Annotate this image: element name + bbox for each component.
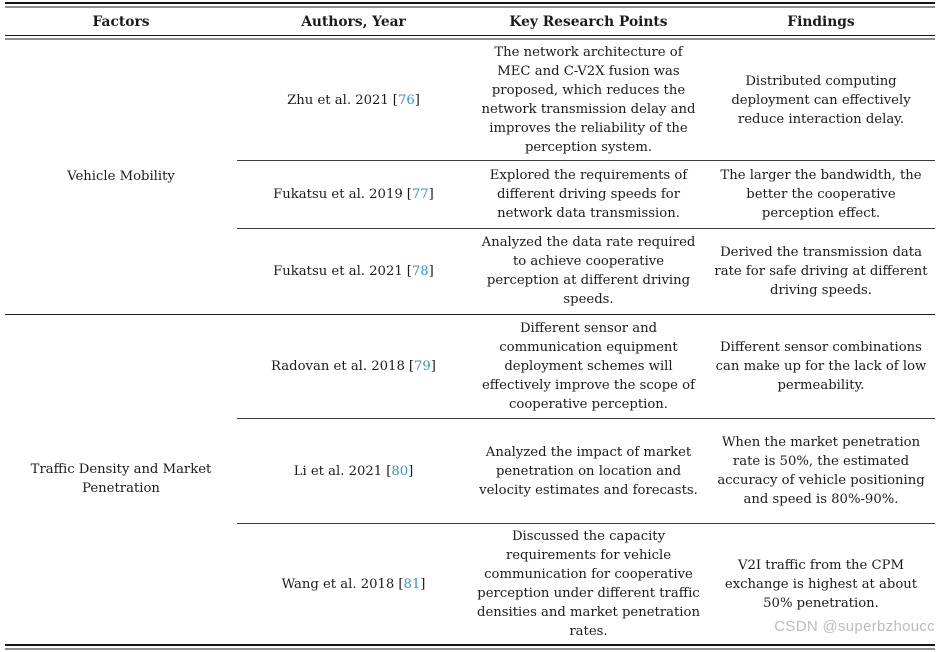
citation-bracket-open: [ bbox=[398, 576, 404, 592]
column-header-authors-year: Authors, Year bbox=[301, 13, 406, 30]
author-text: Radovan et al. 2018 bbox=[271, 358, 405, 374]
key-research-points-cell: Analyzed the data rate required to achie… bbox=[470, 228, 707, 314]
findings-cell: When the market penetration rate is 50%,… bbox=[707, 418, 935, 524]
section-divider-rule bbox=[5, 313, 935, 315]
citation-bracket-close: ] bbox=[430, 358, 436, 374]
header-bottom-rule bbox=[5, 35, 935, 40]
column-header-key-research-points: Key Research Points bbox=[509, 13, 668, 30]
findings-cell: Different sensor combinations can make u… bbox=[715, 339, 927, 393]
key-research-points-cell: Discussed the capacity requirements for … bbox=[470, 523, 707, 644]
author-cell: Li et al. 2021 [80] bbox=[237, 418, 470, 524]
key-research-points-cell: Different sensor and communication equip… bbox=[482, 320, 695, 412]
author-cell: Radovan et al. 2018 [79] bbox=[237, 315, 470, 419]
citation-link[interactable]: 78 bbox=[411, 263, 429, 279]
table-row: Wang et al. 2018 [81] Discussed the capac… bbox=[5, 523, 935, 644]
factor-cell: Traffic Density and Market Penetration bbox=[30, 462, 212, 497]
citation-bracket-close: ] bbox=[420, 576, 426, 592]
citation-bracket-open: [ bbox=[386, 463, 392, 479]
author-text: Li et al. 2021 bbox=[293, 463, 383, 479]
citation-bracket-open: [ bbox=[392, 92, 398, 108]
column-header-factors: Factors bbox=[92, 13, 150, 30]
citation-link[interactable]: 77 bbox=[411, 187, 429, 202]
findings-cell: Distributed computing deployment can eff… bbox=[731, 73, 911, 127]
research-factors-table: Factors Authors, Year Key Research Point… bbox=[5, 8, 935, 644]
table-bottom-rule bbox=[5, 644, 935, 650]
header-bottom-rule-cell bbox=[5, 35, 935, 40]
table-row: Fukatsu et al. 2019 [77] Explored the req… bbox=[5, 160, 935, 229]
citation-bracket-close: ] bbox=[428, 263, 434, 279]
table-row: Fukatsu et al. 2021 [78] Analyzed the dat… bbox=[5, 228, 935, 314]
findings-cell: Derived the transmission data rate for s… bbox=[707, 228, 935, 314]
column-header-findings: Findings bbox=[787, 13, 855, 30]
author-cell: Fukatsu et al. 2019 [77] bbox=[237, 160, 470, 229]
citation-link[interactable]: 80 bbox=[391, 463, 409, 479]
section-divider-cell bbox=[5, 313, 935, 315]
factor-cell: Vehicle Mobility bbox=[67, 169, 175, 185]
author-text: Wang et al. 2018 bbox=[281, 576, 395, 592]
header-rule-row bbox=[5, 35, 935, 40]
citation-link[interactable]: 76 bbox=[397, 92, 415, 108]
author-text: Zhu et al. 2021 bbox=[287, 92, 389, 108]
table-header-row: Factors Authors, Year Key Research Point… bbox=[5, 8, 935, 35]
author-cell: Zhu et al. 2021 [76] bbox=[237, 40, 470, 161]
citation-bracket-open: [ bbox=[408, 358, 414, 374]
author-text: Fukatsu et al. 2021 bbox=[273, 263, 403, 279]
author-cell: Fukatsu et al. 2021 [78] bbox=[237, 228, 470, 314]
citation-bracket-close: ] bbox=[408, 463, 414, 479]
citation-link[interactable]: 79 bbox=[414, 358, 431, 374]
citation-bracket-close: ] bbox=[414, 92, 420, 108]
watermark: CSDN @superbzhoucc bbox=[774, 618, 935, 635]
key-research-points-cell: Analyzed the impact of market penetratio… bbox=[470, 418, 707, 524]
findings-cell: V2I traffic from the CPM exchange is hig… bbox=[707, 523, 935, 644]
section-divider-row bbox=[5, 313, 935, 315]
paper-table-region: Factors Authors, Year Key Research Point… bbox=[5, 2, 935, 650]
table-top-rule bbox=[5, 2, 935, 8]
findings-cell: The larger the bandwidth, the better the… bbox=[707, 160, 935, 229]
citation-bracket-open: [ bbox=[406, 263, 412, 279]
citation-link[interactable]: 81 bbox=[403, 576, 421, 592]
citation-bracket-close: ] bbox=[428, 187, 434, 202]
author-cell: Wang et al. 2018 [81] bbox=[237, 523, 470, 644]
table-row: Li et al. 2021 [80] Analyzed the impact o… bbox=[5, 418, 935, 524]
author-text: Fukatsu et al. 2019 bbox=[273, 187, 403, 202]
table-row: Vehicle Mobility Zhu et al. 2021 [76] The… bbox=[5, 40, 935, 184]
table-row: Traffic Density and Market Penetration R… bbox=[5, 315, 935, 497]
key-research-points-cell: The network architecture of MEC and C-V2… bbox=[481, 45, 696, 155]
key-research-points-cell: Explored the requirements of different d… bbox=[470, 160, 707, 229]
citation-bracket-open: [ bbox=[406, 187, 412, 202]
